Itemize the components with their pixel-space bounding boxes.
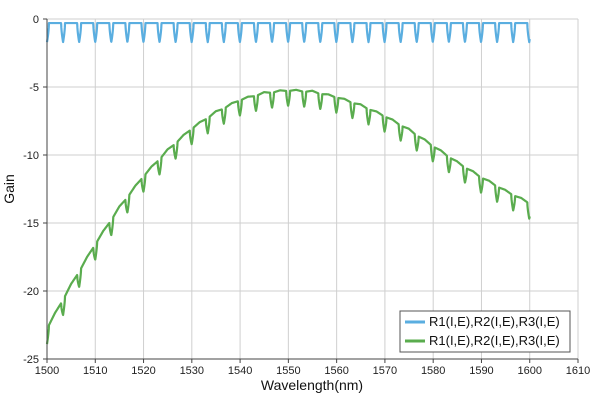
y-tick-label: -20 [23, 286, 39, 298]
x-tick-label: 1500 [35, 365, 59, 377]
x-axis-title: Wavelength(nm) [261, 377, 363, 393]
y-tick-label: -5 [29, 82, 39, 94]
x-tick-label: 1510 [83, 365, 107, 377]
x-tick-label: 1520 [131, 365, 155, 377]
x-tick-label: 1560 [324, 365, 348, 377]
x-tick-label: 1570 [373, 365, 397, 377]
legend-label-series-2: R1(I,E),R2(I,E),R3(I,E) [429, 333, 560, 348]
legend-label-series-1: R1(I,E),R2(I,E),R3(I,E) [429, 314, 560, 329]
y-tick-label: -10 [23, 150, 39, 162]
x-tick-label: 1600 [517, 365, 541, 377]
x-tick-label: 1550 [276, 365, 300, 377]
x-tick-label: 1540 [228, 365, 252, 377]
x-tick-label: 1610 [566, 365, 590, 377]
series-lines [45, 21, 531, 345]
y-tick-label: -15 [23, 218, 39, 230]
y-tick-label: -25 [23, 354, 39, 366]
x-tick-label: 1530 [180, 365, 204, 377]
legend-box [399, 310, 571, 353]
grid [47, 18, 579, 359]
series-line-2 [45, 88, 531, 345]
y-tick-label: 0 [33, 14, 39, 26]
y-axis-title: Gain [1, 174, 17, 204]
axes [46, 19, 578, 360]
x-tick-label: 1590 [469, 365, 493, 377]
legend: R1(I,E),R2(I,E),R3(I,E) R1(I,E),R2(I,E),… [399, 310, 571, 353]
series-line-1 [45, 21, 531, 44]
x-tick-label: 1580 [421, 365, 445, 377]
x-ticks: 1500 1510 1520 1530 1540 1550 1560 1570 1580 1590… [35, 359, 590, 377]
y-ticks: 0 -5 -10 -15 -20 -25 [23, 14, 47, 366]
